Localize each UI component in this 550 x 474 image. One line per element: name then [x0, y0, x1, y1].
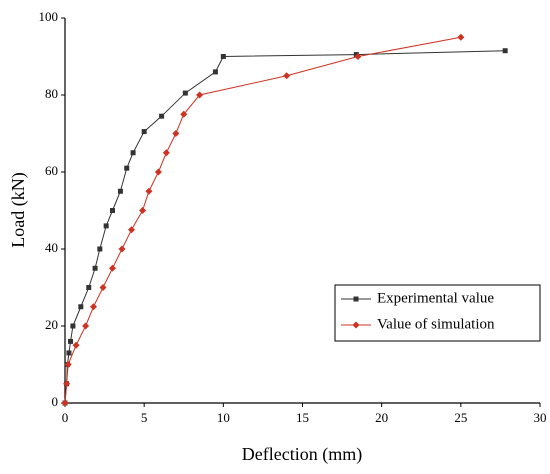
diamond-marker: [162, 149, 170, 157]
diamond-marker: [109, 264, 116, 272]
diamond-marker: [196, 91, 204, 99]
square-marker: [78, 304, 84, 310]
diamond-marker: [139, 207, 147, 214]
diamond-marker: [64, 361, 72, 368]
square-marker: [502, 48, 508, 54]
x-tick-label: 0: [62, 410, 69, 425]
y-tick-label: 100: [39, 9, 59, 24]
square-marker: [66, 350, 72, 356]
diamond-marker: [172, 130, 180, 137]
square-marker: [97, 246, 103, 252]
y-tick-label: 60: [45, 163, 58, 178]
y-tick-label: 80: [45, 86, 58, 101]
square-marker: [124, 165, 130, 171]
square-marker: [353, 296, 359, 302]
legend: Experimental value Value of simulation: [334, 284, 541, 342]
square-marker: [110, 208, 115, 213]
diamond-marker: [90, 303, 97, 311]
square-marker: [130, 150, 136, 156]
legend-text: Value of simulation: [377, 316, 495, 332]
series-line: [64, 50, 506, 404]
square-marker: [141, 129, 147, 135]
square-marker: [182, 90, 188, 96]
diamond-marker: [145, 187, 153, 195]
diamond-marker: [82, 322, 90, 330]
x-tick-label: 10: [217, 410, 230, 425]
diamond-marker: [118, 245, 126, 253]
diamond-marker: [128, 226, 135, 234]
diamond-marker: [354, 53, 362, 60]
x-tick-label: 20: [375, 410, 388, 425]
diamond-marker: [61, 399, 69, 407]
square-marker: [220, 54, 226, 59]
diamond-marker: [154, 168, 162, 176]
legend-box: [334, 284, 541, 342]
y-axis-title: Load (kN): [8, 172, 29, 247]
diamond-marker: [99, 284, 107, 291]
square-marker: [103, 223, 109, 229]
square-marker: [212, 69, 218, 75]
square-marker: [86, 285, 92, 290]
diamond-marker: [457, 33, 465, 41]
square-marker: [353, 52, 359, 58]
x-tick-label: 30: [534, 410, 547, 425]
x-tick-label: 15: [296, 410, 309, 425]
x-tick-label: 25: [454, 410, 467, 425]
x-axis-title: Deflection (mm): [242, 444, 362, 465]
diamond-marker: [283, 72, 291, 80]
diamond-marker: [180, 110, 188, 118]
series-line: [64, 36, 461, 404]
x-tick-label: 5: [141, 410, 148, 425]
square-marker: [159, 113, 165, 119]
y-tick-label: 40: [45, 240, 58, 255]
square-marker: [92, 265, 98, 271]
diamond-marker: [352, 321, 360, 329]
square-marker: [117, 188, 123, 194]
square-marker: [70, 323, 76, 329]
square-marker: [68, 338, 74, 344]
diamond-marker: [72, 341, 80, 349]
y-tick-label: 20: [45, 317, 58, 332]
diamond-marker: [63, 380, 71, 388]
y-tick-label: 0: [52, 394, 59, 409]
legend-text: Experimental value: [377, 290, 494, 306]
